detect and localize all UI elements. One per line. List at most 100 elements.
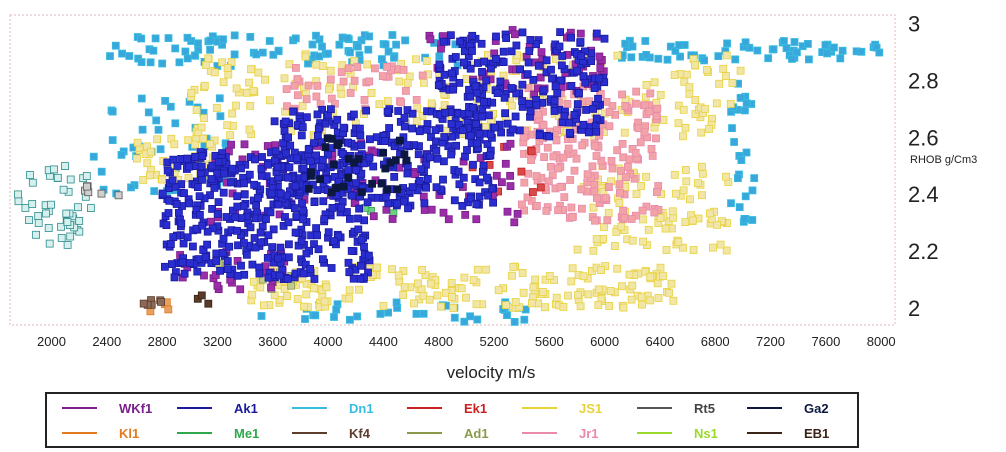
point-ak1 bbox=[310, 198, 319, 207]
point-js1 bbox=[641, 267, 650, 276]
point-js1 bbox=[440, 101, 449, 109]
point-js1 bbox=[654, 294, 663, 302]
point-ak1 bbox=[381, 137, 390, 146]
point-dn1 bbox=[728, 124, 736, 132]
point-js1 bbox=[473, 265, 482, 274]
point-ga2 bbox=[304, 184, 313, 193]
point-ak1 bbox=[165, 196, 174, 205]
point-js1 bbox=[472, 300, 481, 309]
point-ak1 bbox=[223, 265, 232, 274]
point-jr1 bbox=[542, 206, 551, 215]
point-ak1 bbox=[550, 96, 559, 105]
point-ak1 bbox=[183, 154, 192, 163]
point-ak1 bbox=[547, 65, 555, 74]
point-ak1 bbox=[180, 189, 188, 198]
point-dn1 bbox=[219, 35, 227, 44]
point-ak1 bbox=[326, 105, 335, 114]
point-jr1 bbox=[527, 156, 535, 165]
point-js1 bbox=[667, 279, 676, 288]
point-dn1 bbox=[823, 49, 831, 58]
point-ak1 bbox=[532, 40, 540, 49]
point-ak1 bbox=[310, 139, 318, 148]
point-ak1 bbox=[299, 215, 308, 224]
point-jr1 bbox=[401, 87, 410, 95]
legend-item-js1: JS1 bbox=[522, 399, 602, 417]
point-ek1 bbox=[517, 167, 526, 176]
point-js1 bbox=[599, 234, 608, 243]
point-js1 bbox=[413, 104, 422, 113]
point-light-teal bbox=[75, 227, 84, 236]
x-tick-label: 7200 bbox=[756, 334, 785, 349]
point-js1 bbox=[433, 291, 442, 300]
point-ak1 bbox=[298, 123, 307, 132]
point-ak1 bbox=[266, 208, 275, 217]
point-jr1 bbox=[597, 156, 606, 165]
point-jr1 bbox=[350, 76, 359, 85]
point-js1 bbox=[679, 186, 688, 195]
point-dn1 bbox=[654, 54, 663, 63]
point-ak1 bbox=[275, 271, 284, 280]
point-rt5 bbox=[97, 189, 106, 198]
point-jr1 bbox=[591, 216, 599, 225]
point-ak1 bbox=[210, 183, 219, 192]
point-ak1 bbox=[558, 61, 566, 70]
point-js1 bbox=[403, 78, 412, 87]
point-ak1 bbox=[223, 257, 232, 266]
point-js1 bbox=[722, 172, 730, 181]
x-tick-label: 8000 bbox=[867, 334, 896, 349]
point-dn1 bbox=[836, 54, 845, 63]
point-ak1 bbox=[258, 153, 266, 161]
point-dn1 bbox=[117, 150, 126, 159]
point-dn1 bbox=[258, 48, 267, 57]
point-dn1 bbox=[216, 112, 225, 121]
point-ak1 bbox=[299, 206, 308, 215]
point-js1 bbox=[713, 220, 721, 229]
point-ak1 bbox=[297, 237, 306, 246]
point-wkf1 bbox=[388, 215, 397, 223]
point-ga2 bbox=[316, 175, 325, 184]
point-light-teal bbox=[57, 222, 65, 231]
point-dn1 bbox=[315, 52, 324, 61]
point-js1 bbox=[552, 293, 561, 302]
legend-label: Dn1 bbox=[349, 400, 374, 416]
point-ak1 bbox=[263, 160, 272, 169]
point-light-teal bbox=[63, 240, 72, 249]
point-ak1 bbox=[276, 189, 285, 198]
point-ak1 bbox=[478, 68, 486, 76]
point-ak1 bbox=[567, 33, 575, 42]
point-dn1 bbox=[353, 42, 362, 51]
point-js1 bbox=[719, 64, 728, 73]
point-js1 bbox=[511, 298, 520, 306]
point-ak1 bbox=[227, 178, 235, 187]
point-ak1 bbox=[577, 52, 586, 60]
point-ga2 bbox=[379, 148, 388, 157]
point-jr1 bbox=[554, 206, 562, 215]
point-js1 bbox=[685, 83, 694, 92]
point-jr1 bbox=[548, 171, 557, 180]
point-js1 bbox=[646, 296, 655, 305]
point-ak1 bbox=[408, 183, 417, 192]
point-ak1 bbox=[339, 123, 348, 132]
point-js1 bbox=[228, 109, 237, 118]
point-ak1 bbox=[240, 270, 249, 279]
point-eb1 bbox=[204, 299, 213, 308]
point-js1 bbox=[564, 291, 572, 300]
point-js1 bbox=[187, 89, 196, 97]
legend-item-eb1: EB1 bbox=[747, 424, 829, 442]
point-js1 bbox=[637, 181, 645, 190]
point-js1 bbox=[232, 101, 241, 110]
point-ak1 bbox=[198, 221, 207, 230]
point-ak1 bbox=[268, 243, 277, 252]
point-js1 bbox=[301, 52, 310, 61]
point-ak1 bbox=[276, 243, 285, 252]
point-ak1 bbox=[452, 141, 461, 150]
point-js1 bbox=[656, 263, 665, 272]
point-jr1 bbox=[648, 151, 657, 160]
point-ak1 bbox=[511, 112, 520, 121]
point-ak1 bbox=[385, 124, 394, 132]
point-js1 bbox=[669, 296, 678, 305]
point-js1 bbox=[691, 61, 699, 70]
point-js1 bbox=[689, 246, 698, 254]
point-jr1 bbox=[605, 108, 614, 116]
y-tick-label: 2 bbox=[908, 296, 920, 321]
